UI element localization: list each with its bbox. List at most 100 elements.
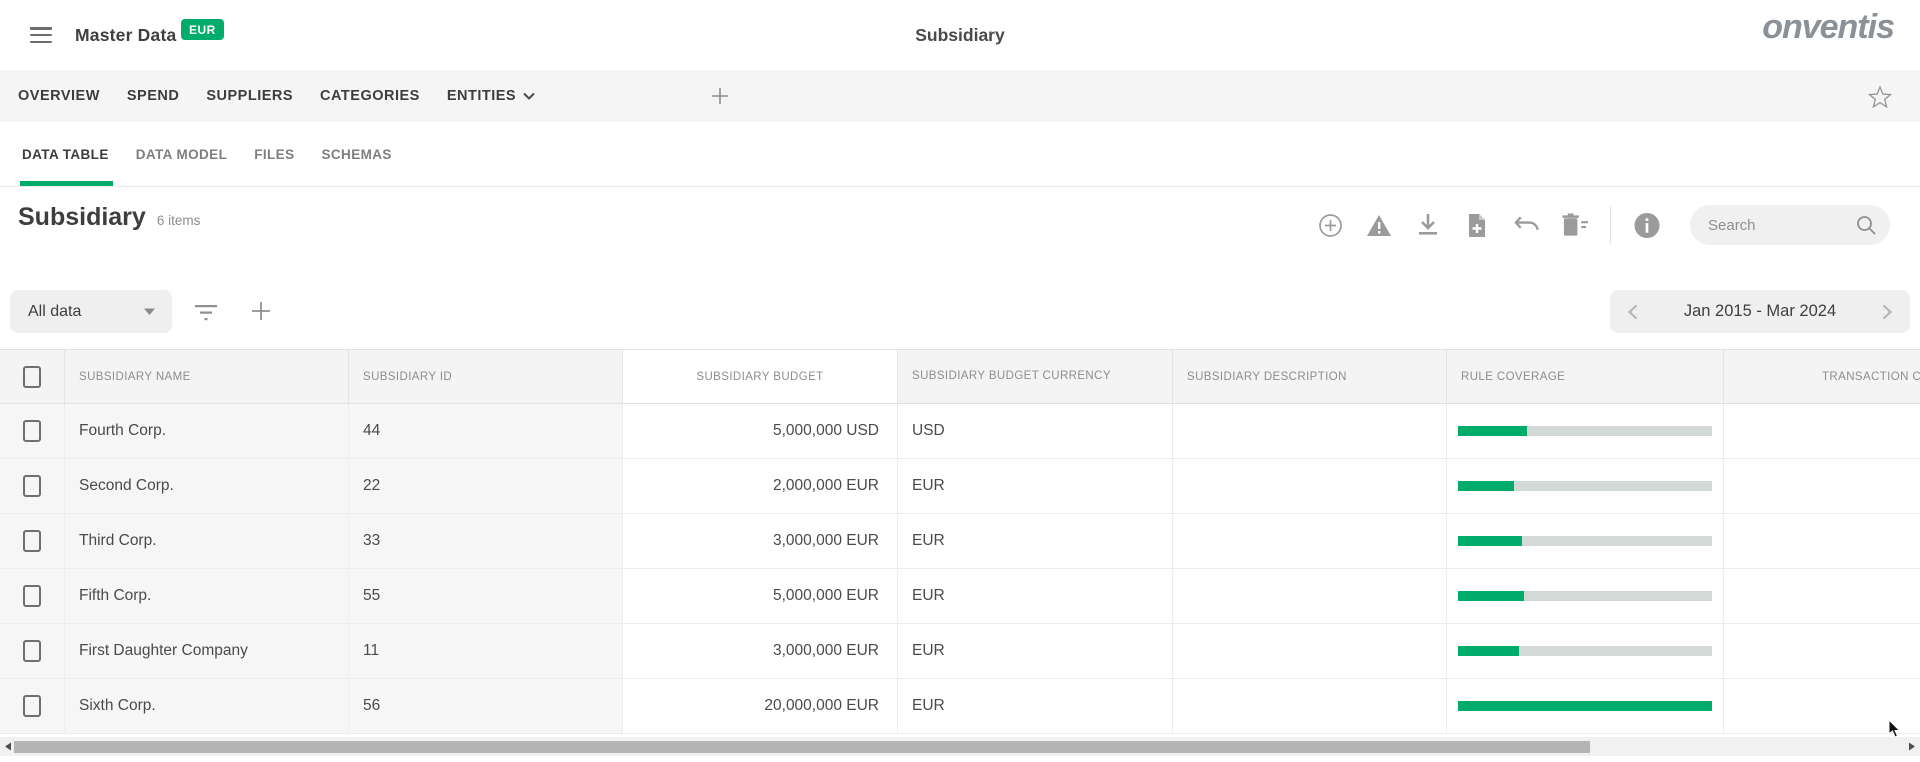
scrollbar-thumb[interactable] — [14, 741, 1590, 753]
row-checkbox[interactable] — [23, 640, 41, 662]
search-input[interactable] — [1708, 216, 1856, 234]
cell-subsidiary-name[interactable]: First Daughter Company — [65, 624, 349, 679]
cell-subsidiary-id[interactable]: 44 — [349, 404, 623, 459]
column-header-subsidiary-name[interactable]: SUBSIDIARY NAME — [65, 349, 349, 404]
cell-subsidiary-name[interactable]: Fourth Corp. — [65, 404, 349, 459]
cell-transaction[interactable] — [1724, 679, 1920, 734]
cell-subsidiary-budget-currency[interactable]: EUR — [898, 569, 1173, 624]
nav-tab-categories[interactable]: CATEGORIES — [320, 88, 420, 104]
cell-subsidiary-id[interactable]: 33 — [349, 514, 623, 569]
table-toolbar — [1317, 203, 1890, 247]
date-range-selector[interactable]: Jan 2015 - Mar 2024 — [1610, 290, 1910, 333]
cell-subsidiary-description[interactable] — [1173, 679, 1447, 734]
cell-subsidiary-description[interactable] — [1173, 404, 1447, 459]
column-header-rule-coverage[interactable]: RULE COVERAGE — [1447, 349, 1724, 404]
cell-subsidiary-description[interactable] — [1173, 459, 1447, 514]
cell-subsidiary-budget-currency[interactable]: EUR — [898, 514, 1173, 569]
cell-subsidiary-budget[interactable]: 3,000,000 EUR — [623, 514, 898, 569]
rule-coverage-bar — [1458, 646, 1712, 656]
row-checkbox[interactable] — [23, 420, 41, 442]
cell-subsidiary-description[interactable] — [1173, 569, 1447, 624]
cell-rule-coverage[interactable] — [1447, 624, 1724, 679]
cell-subsidiary-budget[interactable]: 2,000,000 EUR — [623, 459, 898, 514]
filter-row: All data Jan 2015 - Mar 2024 — [0, 290, 1920, 333]
add-filter-button[interactable] — [248, 298, 274, 324]
row-checkbox[interactable] — [23, 695, 41, 717]
filter-button[interactable] — [193, 299, 219, 325]
cell-subsidiary-budget-currency[interactable]: USD — [898, 404, 1173, 459]
cell-subsidiary-id[interactable]: 11 — [349, 624, 623, 679]
cell-transaction[interactable] — [1724, 569, 1920, 624]
nav-tab-overview[interactable]: OVERVIEW — [18, 88, 100, 104]
cell-rule-coverage[interactable] — [1447, 404, 1724, 459]
column-header-transaction[interactable]: TRANSACTION CO — [1724, 349, 1920, 404]
table-header-row: SUBSIDIARY NAME SUBSIDIARY ID SUBSIDIARY… — [0, 349, 1920, 404]
page-context-title: Subsidiary — [915, 24, 1005, 45]
cell-subsidiary-name[interactable]: Third Corp. — [65, 514, 349, 569]
cell-subsidiary-id[interactable]: 56 — [349, 679, 623, 734]
nav-tab-spend[interactable]: SPEND — [126, 88, 180, 104]
column-header-subsidiary-description[interactable]: SUBSIDIARY DESCRIPTION — [1173, 349, 1447, 404]
row-checkbox[interactable] — [23, 530, 41, 552]
hamburger-menu-icon[interactable] — [30, 27, 52, 43]
cell-subsidiary-budget-currency[interactable]: EUR — [898, 459, 1173, 514]
cell-subsidiary-name[interactable]: Second Corp. — [65, 459, 349, 514]
cell-transaction[interactable] — [1724, 624, 1920, 679]
cell-subsidiary-budget-currency[interactable]: EUR — [898, 679, 1173, 734]
cell-rule-coverage[interactable] — [1447, 459, 1724, 514]
info-icon[interactable] — [1634, 212, 1660, 238]
cell-subsidiary-id[interactable]: 55 — [349, 569, 623, 624]
view-selector-dropdown[interactable]: All data — [10, 290, 172, 333]
add-circle-icon[interactable] — [1317, 212, 1343, 238]
nav-tab-entities[interactable]: ENTITIES — [447, 88, 535, 104]
trash-icon[interactable] — [1562, 212, 1588, 238]
table-row: Sixth Corp. 56 20,000,000 EUR EUR — [0, 679, 1920, 734]
horizontal-scrollbar[interactable] — [0, 737, 1920, 756]
cell-subsidiary-budget[interactable]: 3,000,000 EUR — [623, 624, 898, 679]
cell-subsidiary-name[interactable]: Sixth Corp. — [65, 679, 349, 734]
scroll-right-arrow-icon[interactable] — [1905, 739, 1919, 754]
cell-subsidiary-budget[interactable]: 5,000,000 EUR — [623, 569, 898, 624]
cell-subsidiary-description[interactable] — [1173, 514, 1447, 569]
column-header-subsidiary-budget-currency[interactable]: SUBSIDIARY BUDGET CURRENCY — [898, 349, 1173, 404]
cell-subsidiary-budget[interactable]: 5,000,000 USD — [623, 404, 898, 459]
cell-subsidiary-description[interactable] — [1173, 624, 1447, 679]
chevron-right-icon[interactable] — [1878, 304, 1896, 320]
add-tab-button[interactable] — [710, 86, 730, 106]
subtab-data-model[interactable]: DATA MODEL — [135, 146, 228, 162]
favorite-button[interactable] — [1868, 70, 1892, 122]
column-header-subsidiary-budget[interactable]: SUBSIDIARY BUDGET — [623, 349, 898, 404]
checkbox-cell — [0, 459, 65, 514]
cell-rule-coverage[interactable] — [1447, 514, 1724, 569]
cell-subsidiary-budget-currency[interactable]: EUR — [898, 624, 1173, 679]
star-icon — [1868, 84, 1892, 108]
cell-rule-coverage[interactable] — [1447, 679, 1724, 734]
row-checkbox[interactable] — [23, 585, 41, 607]
file-add-icon[interactable] — [1464, 212, 1490, 238]
app-header: Master Data EUR Subsidiary onventis — [0, 0, 1920, 70]
cell-subsidiary-name[interactable]: Fifth Corp. — [65, 569, 349, 624]
warning-triangle-icon[interactable] — [1366, 212, 1392, 238]
row-checkbox[interactable] — [23, 475, 41, 497]
cell-subsidiary-id[interactable]: 22 — [349, 459, 623, 514]
cell-rule-coverage[interactable] — [1447, 569, 1724, 624]
undo-icon[interactable] — [1513, 212, 1539, 238]
search-icon[interactable] — [1856, 215, 1876, 235]
scroll-left-arrow-icon[interactable] — [1, 739, 15, 754]
download-icon[interactable] — [1415, 212, 1441, 238]
subtab-data-table[interactable]: DATA TABLE — [20, 122, 113, 186]
rule-coverage-bar — [1458, 701, 1712, 711]
subtab-files[interactable]: FILES — [254, 146, 295, 162]
table-row: First Daughter Company 11 3,000,000 EUR … — [0, 624, 1920, 679]
search-box[interactable] — [1690, 205, 1890, 245]
subtab-schemas[interactable]: SCHEMAS — [321, 146, 392, 162]
cell-transaction[interactable] — [1724, 514, 1920, 569]
chevron-left-icon[interactable] — [1624, 304, 1642, 320]
cell-transaction[interactable] — [1724, 404, 1920, 459]
nav-tab-suppliers[interactable]: SUPPLIERS — [206, 88, 294, 104]
cell-subsidiary-budget[interactable]: 20,000,000 EUR — [623, 679, 898, 734]
select-all-checkbox[interactable] — [23, 365, 41, 388]
filter-lines-icon — [194, 303, 218, 321]
cell-transaction[interactable] — [1724, 459, 1920, 514]
column-header-subsidiary-id[interactable]: SUBSIDIARY ID — [349, 349, 623, 404]
